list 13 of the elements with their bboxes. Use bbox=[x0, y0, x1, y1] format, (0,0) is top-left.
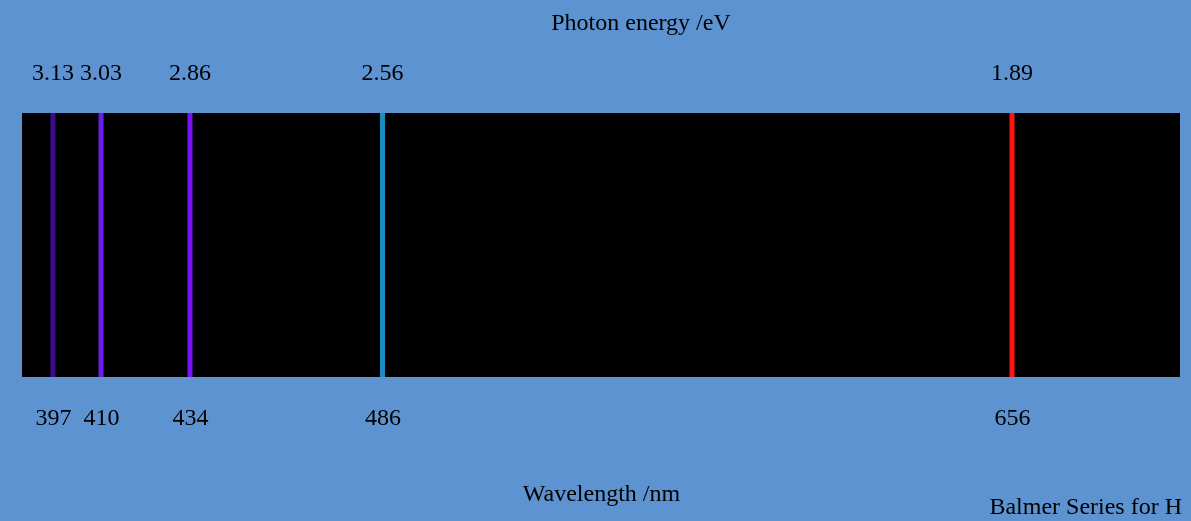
x-tick-label: 434 bbox=[172, 403, 209, 430]
x-axis-title: Wavelength /nm bbox=[522, 479, 681, 506]
annotation: 3.03 bbox=[80, 59, 123, 85]
x-tick-label: 486 bbox=[365, 403, 402, 430]
text: Balmer Series for H bbox=[989, 493, 1182, 519]
x-tick-label: 410 bbox=[83, 403, 120, 430]
annotation: 1.89 bbox=[991, 59, 1034, 85]
x-tick-label: 397 bbox=[35, 403, 72, 430]
annotation: 2.56 bbox=[361, 59, 404, 85]
chart-title: Photon energy /eV bbox=[551, 9, 732, 35]
annotation: 3.13 bbox=[31, 59, 74, 85]
x-tick-label: 656 bbox=[994, 403, 1031, 430]
annotation: 2.86 bbox=[168, 59, 211, 85]
